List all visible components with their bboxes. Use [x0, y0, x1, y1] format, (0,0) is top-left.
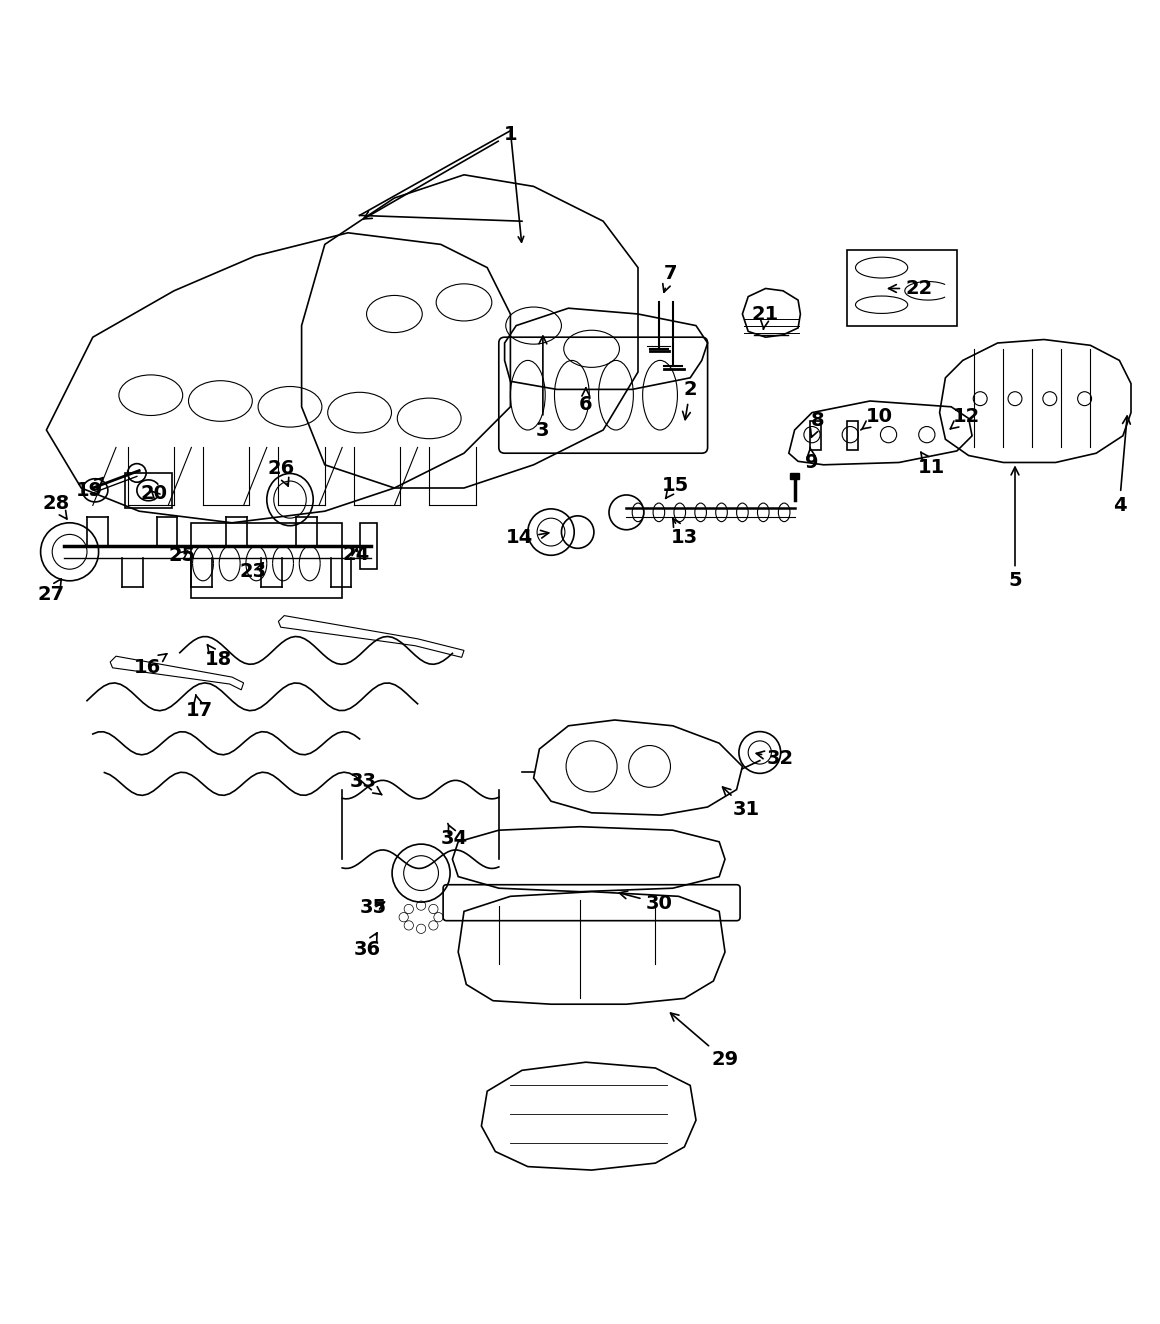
- Text: 25: 25: [168, 545, 196, 565]
- Text: 18: 18: [204, 645, 232, 669]
- Text: 3: 3: [536, 336, 550, 440]
- Text: 7: 7: [662, 263, 677, 293]
- Bar: [847, 421, 858, 450]
- Text: 10: 10: [861, 406, 893, 430]
- Bar: [847, 250, 957, 326]
- Text: 30: 30: [619, 891, 673, 912]
- Text: 11: 11: [918, 451, 945, 477]
- Text: 23: 23: [239, 561, 267, 581]
- Bar: [790, 473, 799, 479]
- Text: 19: 19: [75, 478, 103, 500]
- Bar: [125, 473, 172, 507]
- Text: 33: 33: [349, 772, 382, 794]
- Text: 34: 34: [441, 824, 469, 847]
- Text: 17: 17: [186, 695, 213, 720]
- Text: 6: 6: [579, 388, 593, 414]
- Text: 12: 12: [950, 406, 980, 429]
- Text: 22: 22: [889, 279, 933, 298]
- Text: 5: 5: [1008, 467, 1022, 591]
- Text: 31: 31: [723, 786, 760, 818]
- Bar: [360, 523, 377, 569]
- Text: 27: 27: [37, 579, 65, 604]
- Text: 2: 2: [682, 380, 697, 420]
- Text: 4: 4: [1112, 416, 1130, 515]
- Text: 32: 32: [756, 749, 795, 768]
- Text: 29: 29: [670, 1013, 739, 1070]
- Text: 1: 1: [363, 124, 517, 218]
- Text: 14: 14: [506, 528, 549, 547]
- Text: 28: 28: [42, 494, 70, 519]
- Bar: [810, 421, 821, 450]
- Text: 24: 24: [342, 544, 370, 564]
- Text: 35: 35: [360, 899, 387, 918]
- Text: 15: 15: [661, 477, 689, 498]
- Bar: [191, 523, 342, 598]
- Text: 20: 20: [140, 485, 168, 503]
- Text: 13: 13: [670, 519, 698, 547]
- Text: 26: 26: [267, 459, 295, 486]
- Text: 16: 16: [133, 654, 167, 678]
- Text: 36: 36: [354, 933, 382, 959]
- Text: 21: 21: [752, 305, 780, 330]
- Text: 9: 9: [805, 448, 819, 471]
- Text: 8: 8: [811, 412, 825, 437]
